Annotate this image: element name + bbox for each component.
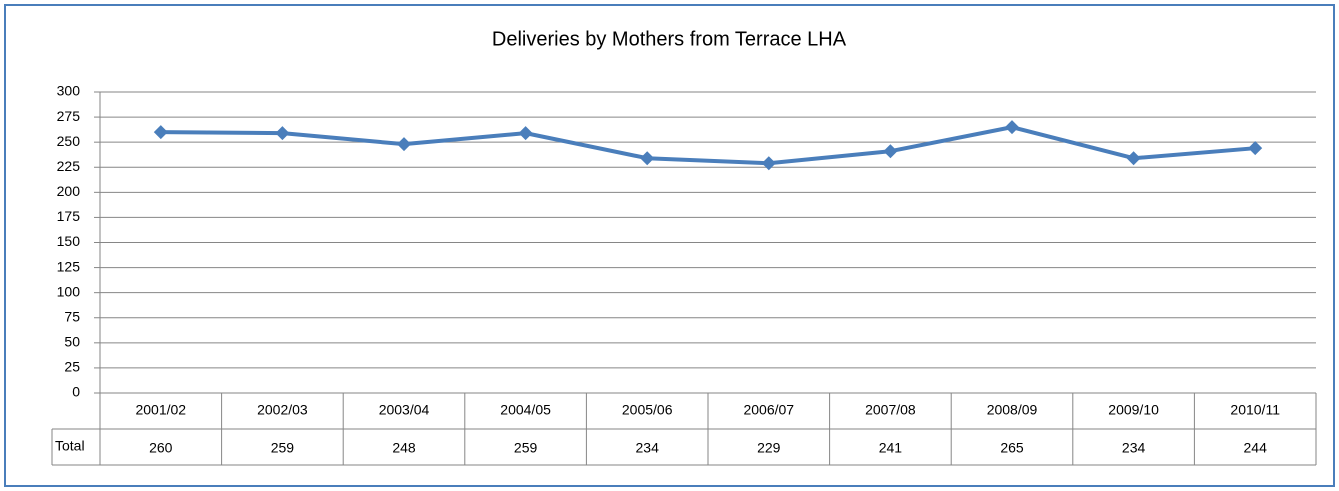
y-tick-label: 150: [57, 233, 81, 249]
marker: [153, 125, 168, 140]
y-tick-label: 50: [64, 334, 80, 350]
y-tick-label: 125: [57, 258, 81, 274]
marker: [761, 156, 776, 171]
table-value: 248: [392, 440, 416, 456]
x-tick-label: 2009/10: [1108, 402, 1159, 418]
x-tick-label: 2006/07: [743, 402, 794, 418]
y-tick-label: 75: [64, 308, 80, 324]
chart-border: [4, 4, 1335, 487]
x-tick-label: 2007/08: [865, 402, 916, 418]
x-tick-label: 2002/03: [257, 402, 308, 418]
table-value: 259: [514, 440, 538, 456]
marker: [883, 144, 898, 159]
y-tick-label: 175: [57, 208, 81, 224]
y-tick-label: 200: [57, 183, 81, 199]
table-value: 241: [879, 440, 903, 456]
table-value: 259: [271, 440, 295, 456]
chart-title: Deliveries by Mothers from Terrace LHA: [492, 28, 847, 50]
marker: [1126, 151, 1141, 166]
x-tick-label: 2004/05: [500, 402, 551, 418]
x-tick-label: 2010/11: [1230, 402, 1280, 418]
legend-label: Total: [55, 438, 85, 454]
y-tick-label: 100: [57, 283, 81, 299]
x-tick-label: 2003/04: [379, 402, 430, 418]
table-value: 229: [757, 440, 781, 456]
table-value: 244: [1244, 440, 1268, 456]
marker: [1248, 141, 1263, 156]
table-value: 234: [636, 440, 660, 456]
y-tick-label: 25: [64, 359, 80, 375]
y-tick-label: 0: [72, 384, 80, 400]
marker: [640, 151, 655, 166]
y-tick-label: 300: [57, 83, 81, 99]
marker: [275, 126, 290, 141]
x-tick-label: 2005/06: [622, 402, 673, 418]
x-tick-label: 2001/02: [135, 402, 186, 418]
y-tick-label: 250: [57, 133, 81, 149]
table-value: 234: [1122, 440, 1146, 456]
y-tick-label: 225: [57, 158, 81, 174]
y-tick-label: 275: [57, 108, 81, 124]
marker: [397, 137, 411, 152]
marker: [1005, 120, 1019, 135]
x-tick-label: 2008/09: [987, 402, 1038, 418]
marker: [518, 126, 533, 141]
table-value: 265: [1000, 440, 1024, 456]
line: [160, 125, 1256, 166]
table-value: 260: [149, 440, 173, 456]
